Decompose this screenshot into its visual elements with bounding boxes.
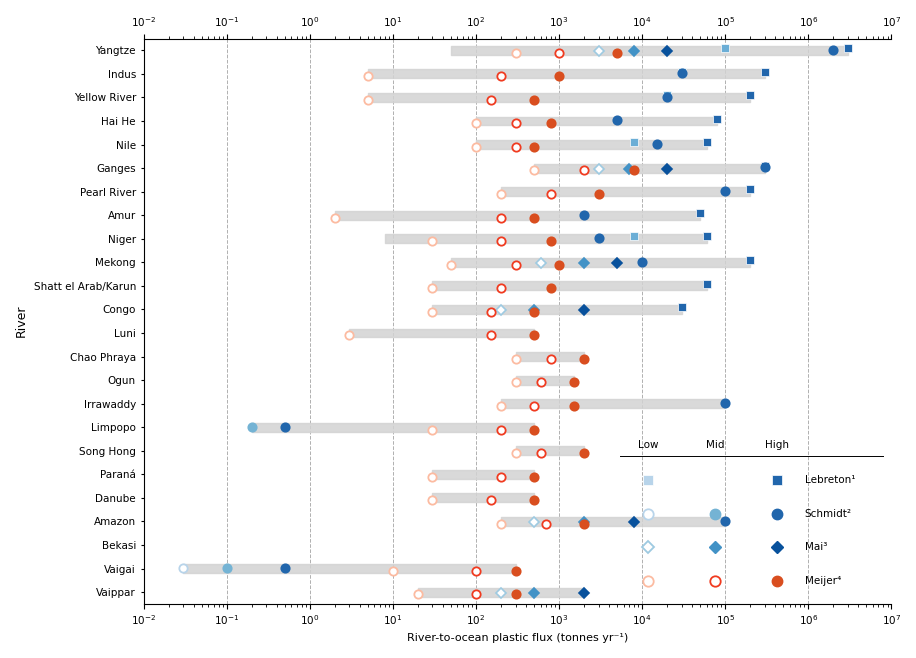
- Text: High: High: [765, 440, 789, 450]
- Text: Lebreton¹: Lebreton¹: [804, 475, 856, 486]
- Text: Mai³: Mai³: [804, 542, 827, 553]
- Y-axis label: River: River: [15, 305, 28, 338]
- Text: Schmidt²: Schmidt²: [804, 509, 852, 519]
- X-axis label: River-to-ocean plastic flux (tonnes yr⁻¹): River-to-ocean plastic flux (tonnes yr⁻¹…: [407, 633, 628, 643]
- Text: Mid: Mid: [706, 440, 725, 450]
- Text: Low: Low: [638, 440, 659, 450]
- Text: Meijer⁴: Meijer⁴: [804, 576, 841, 586]
